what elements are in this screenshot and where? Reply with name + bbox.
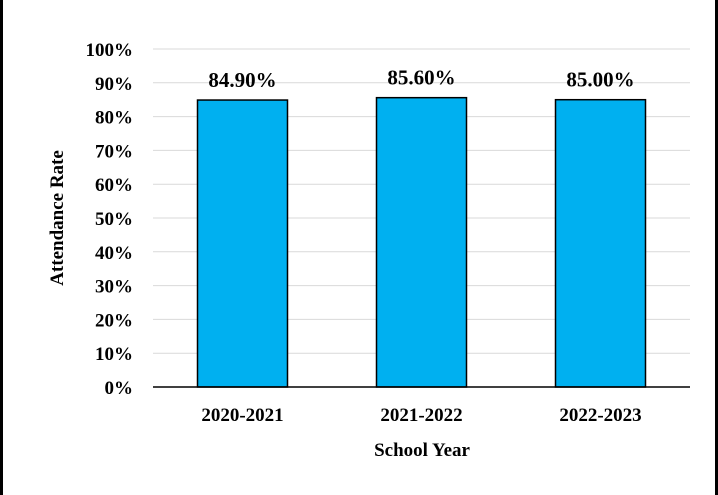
bar — [375, 96, 468, 388]
data-labels: 84.90% 85.60% 85.00% — [208, 66, 634, 92]
y-tick-label: 0% — [105, 378, 134, 399]
x-tick-label: 2021-2022 — [380, 405, 462, 426]
y-tick-label: 70% — [95, 141, 133, 162]
x-axis-title: School Year — [374, 440, 470, 461]
bar — [554, 98, 647, 388]
bar — [196, 99, 289, 388]
y-axis-title: Attendance Rate — [47, 150, 68, 286]
bar-chart: 0% 10% 20% 30% 40% 50% 60% 70% 80% 90% 100% 84.90%… — [47, 40, 690, 461]
y-tick-label: 20% — [95, 310, 133, 331]
x-tick-label: 2022-2023 — [559, 405, 641, 426]
y-tick-label: 60% — [95, 175, 133, 196]
data-label: 85.60% — [387, 66, 455, 90]
y-tick-label: 30% — [95, 277, 133, 298]
data-label: 84.90% — [208, 68, 276, 92]
y-tick-label: 80% — [95, 108, 133, 129]
y-tick-label: 100% — [86, 40, 134, 61]
y-tick-label: 10% — [95, 344, 133, 365]
data-label: 85.00% — [566, 68, 634, 92]
y-tick-label: 90% — [95, 74, 133, 95]
y-tick-label: 40% — [95, 243, 133, 264]
y-tick-label: 50% — [95, 209, 133, 230]
x-axis-ticks: 2020-2021 2021-2022 2022-2023 — [201, 405, 641, 426]
x-tick-label: 2020-2021 — [201, 405, 283, 426]
bars — [196, 96, 647, 388]
y-axis-ticks: 0% 10% 20% 30% 40% 50% 60% 70% 80% 90% 100% — [86, 40, 134, 399]
